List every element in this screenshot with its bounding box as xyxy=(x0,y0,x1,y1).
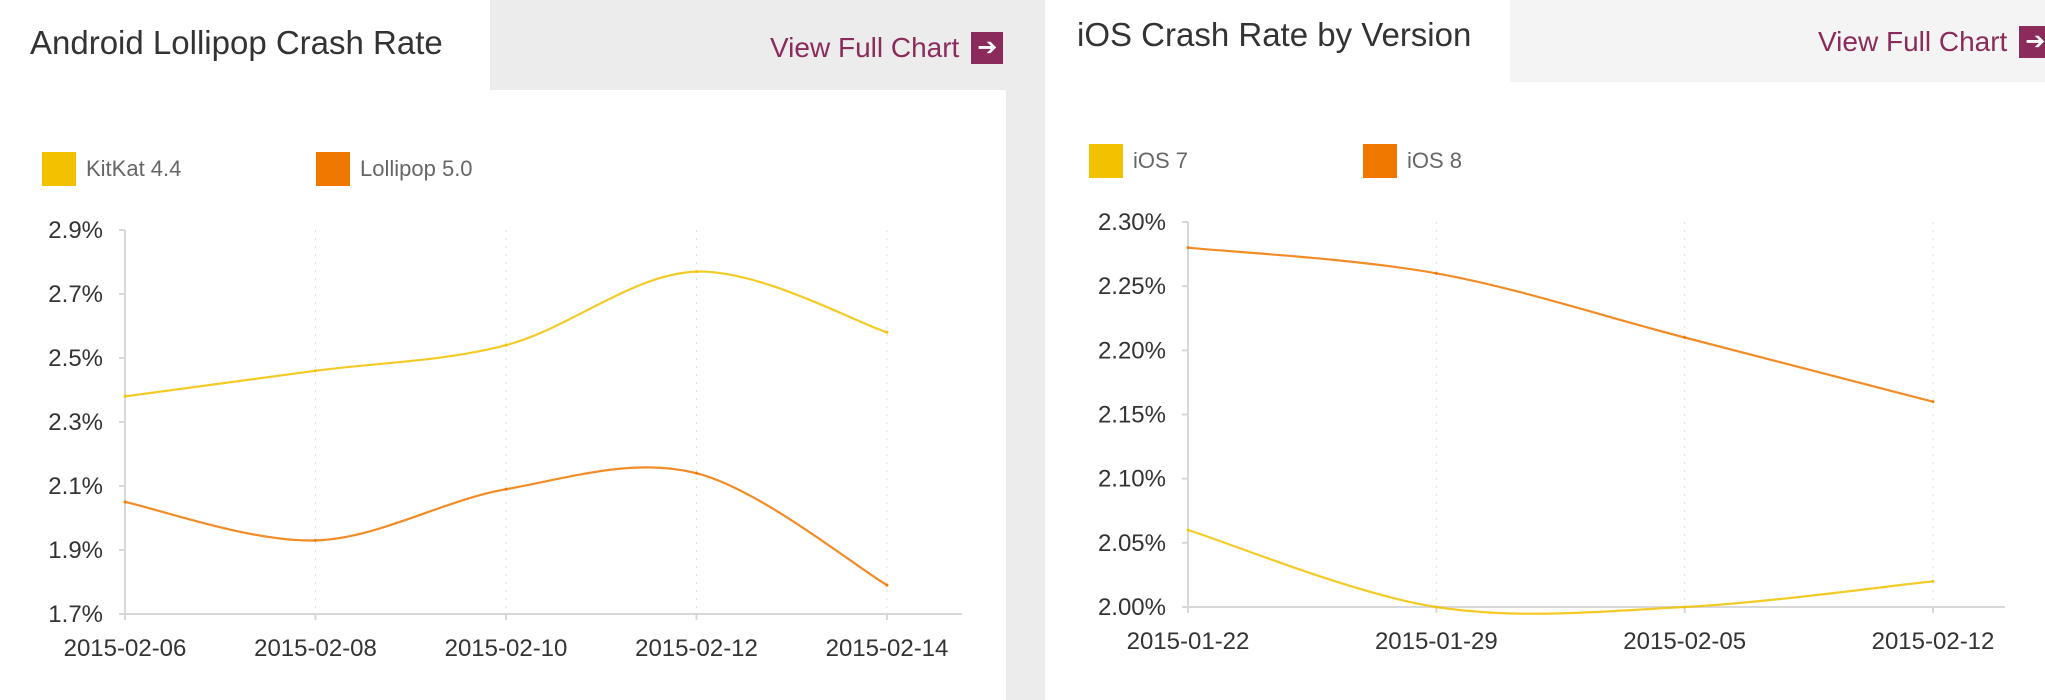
x-tick-label: 2015-02-06 xyxy=(64,635,187,662)
ios-line-chart: 2.30% 2.25% 2.20% 2.15% 2.10% 2.05% 2.00% 2015-… xyxy=(1098,209,2005,655)
legend-item-kitkat[interactable]: KitKat 4.4 xyxy=(42,152,316,186)
data-point xyxy=(1683,605,1687,609)
android-line-chart: 2.9% 2.7% 2.5% 2.3% 2.1% 1.9% 1.7% 2015-02-06 20… xyxy=(48,217,962,662)
panel-title-tab: Android Lollipop Crash Rate xyxy=(0,0,490,90)
legend-label: Lollipop 5.0 xyxy=(360,156,473,181)
x-tick-label: 2015-02-12 xyxy=(1872,628,1995,655)
legend-item-lollipop[interactable]: Lollipop 5.0 xyxy=(316,152,473,186)
data-point xyxy=(695,471,698,475)
ios-chart-panel: iOS Crash Rate by Version View Full Char… xyxy=(1045,0,2045,700)
chart-legend: iOS 7 iOS 8 xyxy=(1089,144,1462,178)
data-point xyxy=(504,487,508,491)
x-tick-label: 2015-02-14 xyxy=(826,635,949,662)
data-point xyxy=(314,369,317,373)
x-tick-label: 2015-01-22 xyxy=(1127,628,1250,655)
y-tick-label: 2.5% xyxy=(48,345,103,372)
legend-label: iOS 7 xyxy=(1133,148,1189,173)
x-tick-label: 2015-02-12 xyxy=(635,635,758,662)
view-full-chart-link[interactable]: View Full Chart ➔ xyxy=(1818,26,2045,58)
data-point xyxy=(1434,271,1438,275)
view-full-chart-label: View Full Chart xyxy=(770,32,960,63)
header-strip xyxy=(490,0,1006,90)
data-point xyxy=(1186,528,1190,532)
legend-swatch xyxy=(1363,144,1397,178)
y-tick-label: 2.25% xyxy=(1098,273,1166,300)
y-tick-label: 2.15% xyxy=(1098,402,1166,429)
data-point xyxy=(695,270,698,274)
view-full-chart-label: View Full Chart xyxy=(1818,26,2008,57)
arrow-right-box-icon: ➔ xyxy=(971,32,1004,64)
y-tick-label: 2.00% xyxy=(1098,594,1166,621)
legend-label: iOS 8 xyxy=(1407,148,1463,173)
data-point xyxy=(123,394,127,398)
y-tick-label: 2.10% xyxy=(1098,466,1166,493)
panel-title-tab: iOS Crash Rate by Version xyxy=(1045,0,1510,82)
data-point xyxy=(504,343,508,347)
data-point xyxy=(314,538,317,542)
data-point xyxy=(123,500,127,504)
data-point xyxy=(885,583,889,587)
panel-background xyxy=(1045,0,2045,700)
y-tick-label: 2.20% xyxy=(1098,337,1166,364)
x-tick-label: 2015-02-08 xyxy=(254,635,377,662)
legend-swatch xyxy=(42,152,76,186)
view-full-chart-link[interactable]: View Full Chart ➔ xyxy=(770,32,1004,64)
x-tick-label: 2015-02-10 xyxy=(445,635,568,662)
y-tick-label: 2.9% xyxy=(48,217,103,244)
y-tick-label: 2.30% xyxy=(1098,209,1166,236)
arrow-right-box-icon: ➔ xyxy=(2019,26,2045,58)
legend-item-ios8[interactable]: iOS 8 xyxy=(1363,144,1462,178)
y-tick-label: 2.05% xyxy=(1098,530,1166,557)
panel-gap xyxy=(1006,0,1045,700)
data-point xyxy=(1434,605,1438,609)
panel-title: iOS Crash Rate by Version xyxy=(1077,16,1472,53)
x-tick-label: 2015-02-05 xyxy=(1623,628,1746,655)
chart-legend: KitKat 4.4 Lollipop 5.0 xyxy=(42,152,473,186)
data-point xyxy=(1931,579,1935,583)
y-tick-label: 1.7% xyxy=(48,601,103,628)
series-line-1 xyxy=(1187,528,1934,615)
panel-title: Android Lollipop Crash Rate xyxy=(30,24,443,61)
android-chart-panel: Android Lollipop Crash Rate View Full Ch… xyxy=(0,0,1006,700)
y-tick-label: 1.9% xyxy=(48,537,103,564)
legend-swatch xyxy=(1089,144,1123,178)
legend-swatch xyxy=(316,152,350,186)
legend-label: KitKat 4.4 xyxy=(86,156,182,181)
header-strip xyxy=(1510,0,2045,82)
legend-item-ios7[interactable]: iOS 7 xyxy=(1089,144,1363,178)
y-tick-label: 2.1% xyxy=(48,473,103,500)
data-point xyxy=(1186,246,1190,250)
data-point xyxy=(1683,336,1687,339)
series-line-1 xyxy=(124,270,888,398)
y-tick-label: 2.7% xyxy=(48,281,103,308)
panel-background xyxy=(0,0,1006,700)
data-point xyxy=(1931,400,1935,404)
series-line-2 xyxy=(1187,246,1934,403)
x-tick-label: 2015-01-29 xyxy=(1375,628,1498,655)
data-point xyxy=(885,330,889,334)
y-tick-label: 2.3% xyxy=(48,409,103,436)
